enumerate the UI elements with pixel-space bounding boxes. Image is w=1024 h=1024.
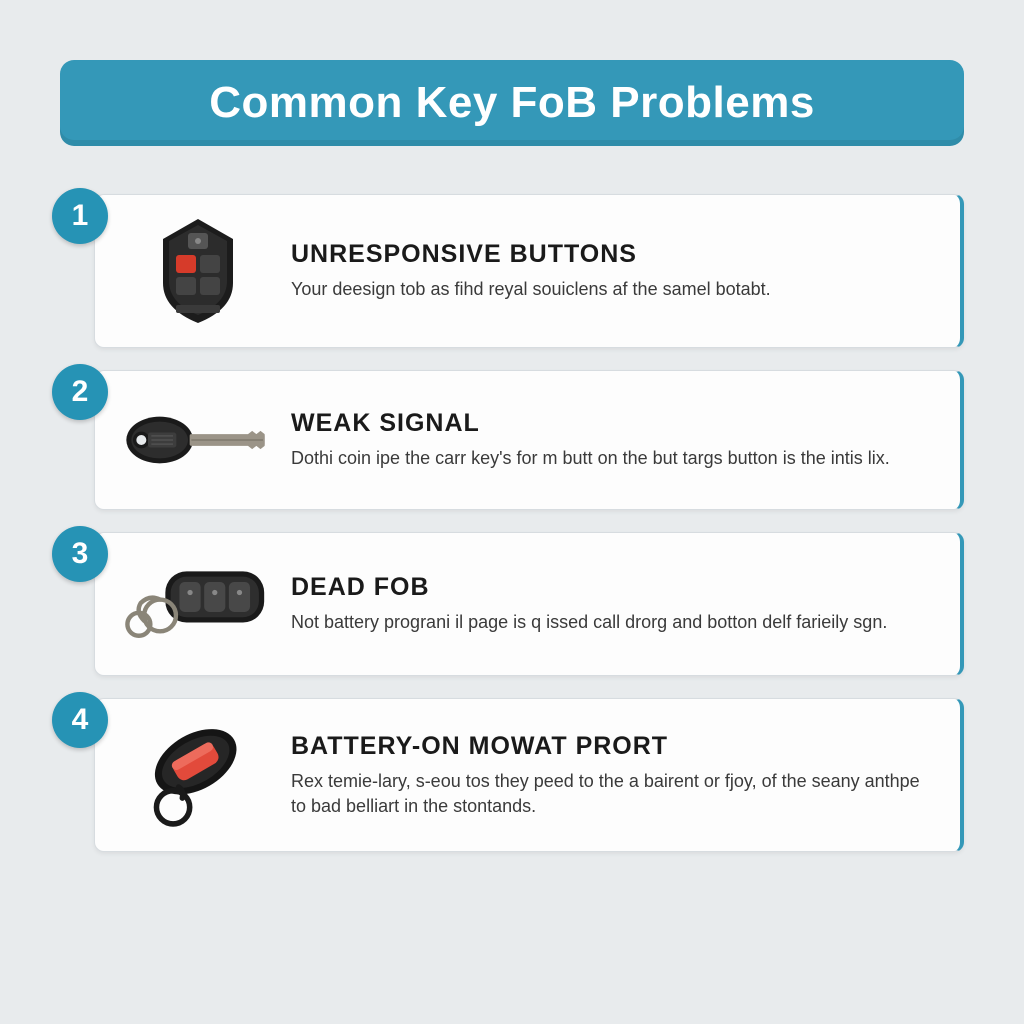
title-bar: Common Key FoB Problems [60, 60, 964, 146]
list-item: 4 BATTERY-ON MOWAT PRORT Rex temie-lary,… [60, 698, 964, 852]
list-item: 2 WEAK SIGNAL Dothi coin ipe the carr ke… [60, 370, 964, 510]
problem-heading: WEAK SIGNAL [291, 409, 936, 438]
number-badge: 2 [52, 364, 108, 420]
list-item: 1 UNRESPONSIVE BUTTONS Your deesign tob … [60, 194, 964, 348]
problem-body: Dothi coin ipe the carr key's for m butt… [291, 446, 936, 470]
key-fob-oval-icon [123, 715, 273, 835]
problem-body: Your deesign tob as fihd reyal souiclens… [291, 277, 936, 301]
problem-heading: DEAD FOB [291, 573, 936, 602]
problem-body: Not battery prograni il page is q issed … [291, 610, 936, 634]
problem-heading: BATTERY-ON MOWAT PRORT [291, 732, 936, 761]
problem-card: DEAD FOB Not battery prograni il page is… [94, 532, 964, 676]
problem-body: Rex temie-lary, s-eou tos they peed to t… [291, 769, 936, 818]
card-text: UNRESPONSIVE BUTTONS Your deesign tob as… [273, 240, 936, 301]
list-item: 3 DEAD FOB Not battery prograni il page … [60, 532, 964, 676]
page-title: Common Key FoB Problems [90, 78, 934, 128]
card-text: DEAD FOB Not battery prograni il page is… [273, 573, 936, 634]
key-fob-shield-icon [123, 211, 273, 331]
card-text: BATTERY-ON MOWAT PRORT Rex temie-lary, s… [273, 732, 936, 818]
number-badge: 4 [52, 692, 108, 748]
key-fob-remote-icon [123, 549, 273, 659]
number-badge: 3 [52, 526, 108, 582]
problem-card: BATTERY-ON MOWAT PRORT Rex temie-lary, s… [94, 698, 964, 852]
problem-card: UNRESPONSIVE BUTTONS Your deesign tob as… [94, 194, 964, 348]
problem-heading: UNRESPONSIVE BUTTONS [291, 240, 936, 269]
number-badge: 1 [52, 188, 108, 244]
problem-card: WEAK SIGNAL Dothi coin ipe the carr key'… [94, 370, 964, 510]
card-text: WEAK SIGNAL Dothi coin ipe the carr key'… [273, 409, 936, 470]
key-fob-blade-icon [123, 395, 273, 485]
